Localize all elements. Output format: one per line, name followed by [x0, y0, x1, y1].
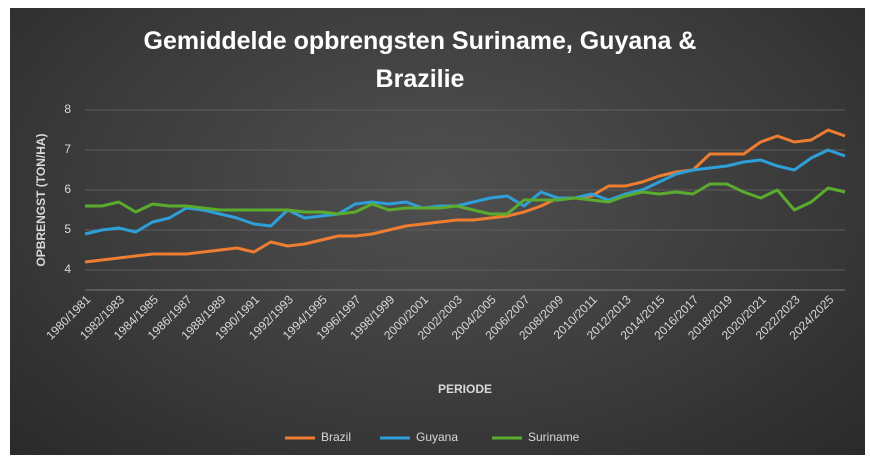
chart-title: Gemiddelde opbrengsten Suriname, Guyana … [143, 27, 697, 93]
chart-background: Gemiddelde opbrengsten Suriname, Guyana … [10, 8, 865, 455]
legend-label: Suriname [528, 430, 580, 444]
legend-label: Guyana [416, 430, 458, 444]
series-line [84, 128, 846, 264]
series-line [85, 182, 846, 216]
series-line [84, 148, 846, 236]
y-tick-label: 4 [64, 262, 71, 276]
y-tick-label: 8 [64, 102, 71, 116]
legend-label: Brazil [321, 430, 351, 444]
y-tick-label: 5 [64, 222, 71, 236]
y-tick-label: 7 [64, 142, 71, 156]
y-axis-title: OPBRENGST (TON/HA) [34, 133, 48, 266]
x-axis-title: PERIODE [438, 382, 492, 396]
y-tick-label: 6 [64, 182, 71, 196]
